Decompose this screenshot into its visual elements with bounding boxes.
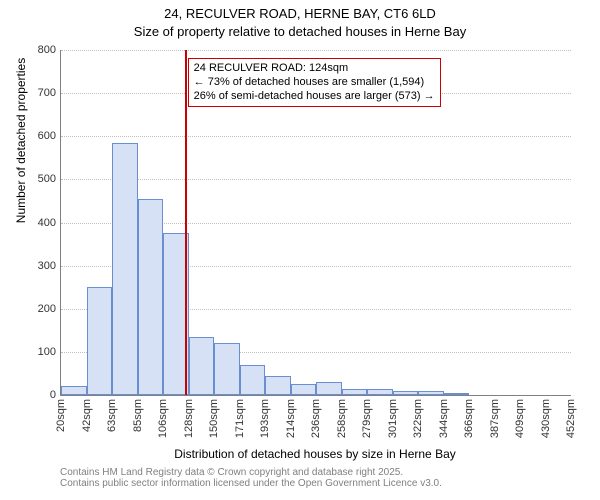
y-tick-label: 500	[38, 173, 61, 185]
x-tick-label: 85sqm	[132, 395, 144, 432]
x-tick-label: 20sqm	[55, 395, 67, 432]
histogram-bar	[112, 143, 138, 395]
footer-line1: Contains HM Land Registry data © Crown c…	[60, 467, 442, 478]
y-tick-label: 600	[38, 130, 61, 142]
histogram-bar	[189, 337, 215, 395]
x-tick-label: 452sqm	[565, 395, 577, 438]
y-tick-label: 300	[38, 260, 61, 272]
x-tick-label: 430sqm	[540, 395, 552, 438]
x-tick-label: 150sqm	[208, 395, 220, 438]
x-tick-label: 322sqm	[412, 395, 424, 438]
y-axis-label: Number of detached properties	[14, 0, 28, 313]
grid-line	[61, 50, 571, 51]
chart-footer: Contains HM Land Registry data © Crown c…	[60, 467, 442, 489]
histogram-bar	[61, 386, 87, 395]
histogram-bar	[342, 389, 368, 395]
x-tick-label: 366sqm	[463, 395, 475, 438]
histogram-bar	[393, 391, 419, 395]
y-tick-label: 800	[38, 44, 61, 56]
histogram-bar	[138, 199, 164, 395]
x-tick-label: 106sqm	[157, 395, 169, 438]
chart-container: { "title_line1": "24, RECULVER ROAD, HER…	[0, 0, 600, 500]
y-tick-label: 700	[38, 87, 61, 99]
y-tick-label: 400	[38, 217, 61, 229]
x-tick-label: 128sqm	[183, 395, 195, 438]
reference-line	[185, 50, 187, 395]
x-tick-label: 301sqm	[387, 395, 399, 438]
info-box-line3: 26% of semi-detached houses are larger (…	[194, 90, 435, 104]
x-tick-label: 387sqm	[489, 395, 501, 438]
histogram-bar	[265, 376, 291, 395]
grid-line	[61, 136, 571, 137]
histogram-bar	[316, 382, 342, 395]
x-tick-label: 279sqm	[361, 395, 373, 438]
x-axis-label: Distribution of detached houses by size …	[60, 447, 570, 461]
histogram-bar	[418, 391, 444, 395]
histogram-bar	[444, 393, 470, 395]
x-tick-label: 409sqm	[514, 395, 526, 438]
chart-title-line1: 24, RECULVER ROAD, HERNE BAY, CT6 6LD	[0, 6, 600, 21]
histogram-bar	[87, 287, 113, 395]
x-tick-label: 258sqm	[336, 395, 348, 438]
histogram-bar	[240, 365, 266, 395]
x-tick-label: 171sqm	[234, 395, 246, 438]
info-box-line2: ← 73% of detached houses are smaller (1,…	[194, 76, 435, 90]
histogram-bar	[214, 343, 240, 395]
x-tick-label: 42sqm	[81, 395, 93, 432]
y-tick-label: 100	[38, 346, 61, 358]
x-tick-label: 63sqm	[106, 395, 118, 432]
info-box: 24 RECULVER ROAD: 124sqm ← 73% of detach…	[188, 58, 441, 107]
histogram-bar	[367, 389, 393, 395]
x-tick-label: 214sqm	[285, 395, 297, 438]
y-tick-label: 200	[38, 303, 61, 315]
info-box-line1: 24 RECULVER ROAD: 124sqm	[194, 62, 435, 76]
histogram-bar	[291, 384, 317, 395]
chart-title-line2: Size of property relative to detached ho…	[0, 24, 600, 39]
x-tick-label: 236sqm	[310, 395, 322, 438]
footer-line2: Contains public sector information licen…	[60, 478, 442, 489]
grid-line	[61, 179, 571, 180]
x-tick-label: 344sqm	[438, 395, 450, 438]
x-tick-label: 193sqm	[259, 395, 271, 438]
